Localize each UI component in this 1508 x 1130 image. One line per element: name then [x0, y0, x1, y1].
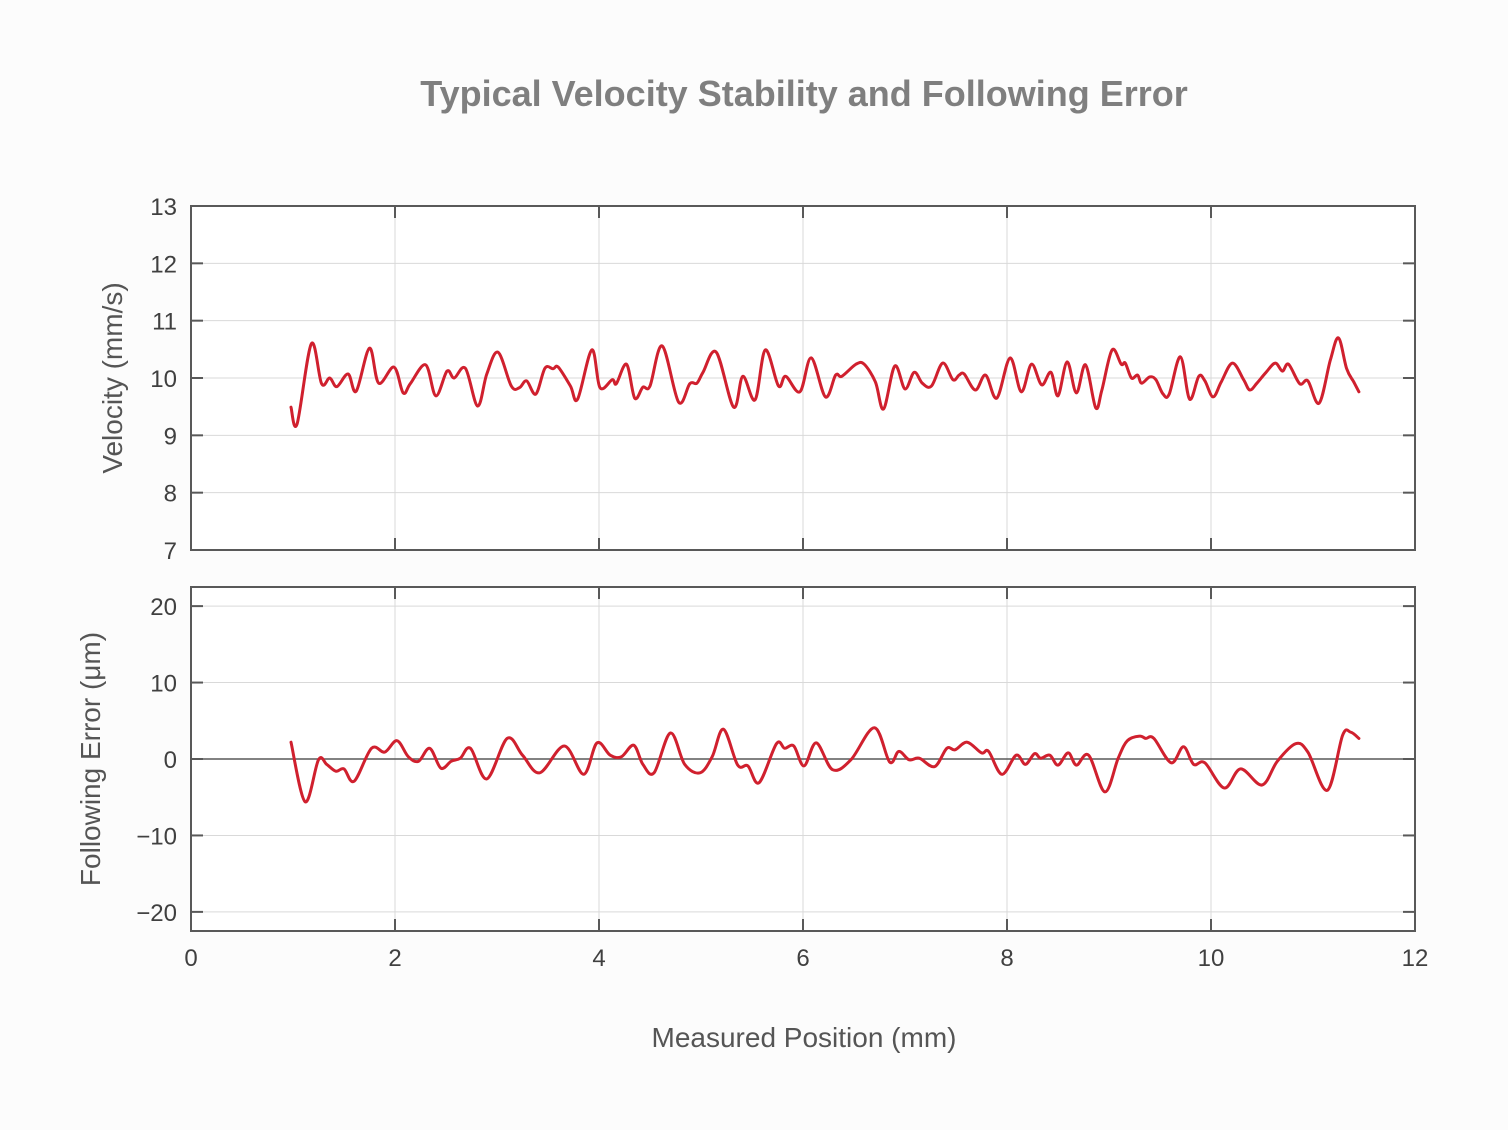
x-tick-label: 4	[592, 945, 605, 972]
following-error-line	[289, 726, 1361, 804]
y-tick-label: 10	[150, 366, 177, 393]
chart-title: Typical Velocity Stability and Following…	[420, 73, 1187, 114]
velocity-y-tick-labels: 7 8 9 10 11 12 13	[150, 194, 177, 565]
y-tick-label: 9	[164, 423, 177, 450]
velocity-frame	[190, 205, 1416, 551]
x-tick-label: 8	[1000, 945, 1013, 972]
following-error-y-axis-label: Following Error (μm)	[75, 632, 106, 886]
following-error-panel: −20 −10 0 10 20 0 2 4 6 8 10 12 Following Error (μ…	[75, 586, 1428, 1053]
y-tick-label: 11	[152, 309, 177, 336]
velocity-grid	[191, 206, 1415, 550]
velocity-panel: 7 8 9 10 11 12 13 Velocity (mm/s)	[97, 194, 1416, 565]
x-tick-label: 2	[388, 945, 401, 972]
x-axis-label: Measured Position (mm)	[652, 1022, 957, 1053]
x-tick-label: 6	[796, 945, 809, 972]
x-tick-label: 0	[184, 945, 197, 972]
y-tick-label: 0	[164, 747, 177, 774]
y-tick-label: 7	[164, 538, 177, 565]
y-tick-label: −20	[136, 900, 177, 927]
velocity-y-axis-label: Velocity (mm/s)	[97, 282, 128, 473]
y-tick-label: −10	[136, 823, 177, 850]
y-tick-label: 8	[164, 481, 177, 508]
y-tick-label: 13	[150, 194, 177, 221]
x-tick-labels: 0 2 4 6 8 10 12	[184, 945, 1428, 972]
following-error-y-tick-labels: −20 −10 0 10 20	[136, 594, 177, 927]
x-tick-label: 12	[1402, 945, 1429, 972]
y-tick-label: 10	[150, 671, 177, 698]
y-tick-label: 12	[150, 251, 177, 278]
velocity-line	[289, 336, 1361, 428]
x-tick-label: 10	[1198, 945, 1225, 972]
following-error-frame	[190, 586, 1416, 932]
y-tick-label: 20	[150, 594, 177, 621]
